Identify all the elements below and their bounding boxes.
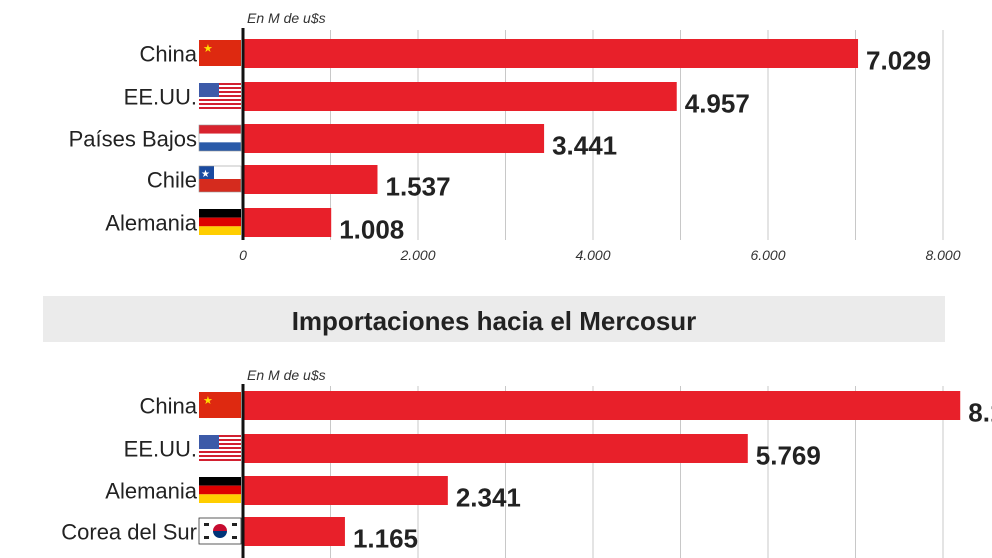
china-flag-icon: ★ [199, 40, 241, 66]
category-label: China [140, 42, 198, 67]
svg-text:★: ★ [203, 42, 213, 55]
section-title: Importaciones hacia el Mercosur [292, 306, 697, 336]
tick-labels: 0 2.000 4.000 6.000 8.000 [239, 247, 961, 263]
bar [243, 391, 961, 420]
category-label: Alemania [105, 479, 197, 504]
tick-label: 0 [239, 247, 247, 263]
china-flag-icon: ★ [199, 392, 241, 418]
bar [243, 517, 345, 546]
bar-row: China ★ 7.029 [140, 39, 931, 76]
value-label: 4.957 [685, 89, 750, 119]
bar-row: Alemania 2.341 [105, 476, 521, 513]
usa-flag-icon [199, 435, 241, 461]
category-label: EE.UU. [124, 85, 197, 110]
chart-top: En M de u$s China ★ 7.029 EE.UU. 4.957 Países… [69, 10, 961, 263]
chart-bottom: En M de u$s China ★ 8.197 EE.UU. 5.769 Aleman… [61, 367, 992, 558]
unit-label: En M de u$s [247, 367, 326, 383]
category-label: Chile [147, 168, 197, 193]
bar [243, 82, 677, 111]
svg-text:★: ★ [203, 394, 213, 407]
south-korea-flag-icon [198, 517, 242, 545]
chile-flag-icon: ★ [198, 165, 242, 193]
value-label: 8.197 [968, 398, 992, 428]
bar [243, 39, 859, 68]
value-label: 3.441 [552, 131, 617, 161]
bar [243, 165, 378, 194]
bar-row: Alemania 1.008 [105, 208, 404, 245]
usa-flag-icon [199, 83, 241, 109]
bar-row: Corea del Sur 1.165 [61, 517, 418, 554]
value-label: 1.537 [385, 172, 450, 202]
category-label: Alemania [105, 211, 197, 236]
bar [243, 124, 545, 153]
bar-row: China ★ 8.197 [140, 391, 992, 428]
tick-label: 4.000 [575, 247, 610, 263]
bar [243, 434, 748, 463]
netherlands-flag-icon [198, 124, 242, 152]
svg-text:★: ★ [201, 169, 210, 180]
tick-label: 6.000 [750, 247, 785, 263]
bar [243, 208, 332, 237]
bar-row: Chile ★ 1.537 [147, 165, 451, 202]
bar [243, 476, 448, 505]
bar-rows: China ★ 8.197 EE.UU. 5.769 Alemania 2.341 Corea… [61, 391, 992, 554]
category-label: China [140, 394, 198, 419]
value-label: 7.029 [866, 46, 931, 76]
germany-flag-icon [199, 209, 241, 235]
category-label: Países Bajos [69, 127, 197, 152]
value-label: 1.008 [339, 215, 404, 245]
germany-flag-icon [199, 477, 241, 503]
bar-row: Países Bajos 3.441 [69, 124, 617, 161]
category-label: Corea del Sur [61, 520, 197, 545]
unit-label: En M de u$s [247, 10, 326, 26]
value-label: 5.769 [756, 441, 821, 471]
bar-rows: China ★ 7.029 EE.UU. 4.957 Países Bajos 3.441 C… [69, 39, 931, 245]
tick-label: 2.000 [399, 247, 435, 263]
section-title-band [43, 296, 945, 342]
value-label: 2.341 [456, 483, 521, 513]
value-label: 1.165 [353, 524, 418, 554]
bar-row: EE.UU. 4.957 [124, 82, 750, 119]
category-label: EE.UU. [124, 437, 197, 462]
tick-label: 8.000 [925, 247, 960, 263]
bar-row: EE.UU. 5.769 [124, 434, 821, 471]
